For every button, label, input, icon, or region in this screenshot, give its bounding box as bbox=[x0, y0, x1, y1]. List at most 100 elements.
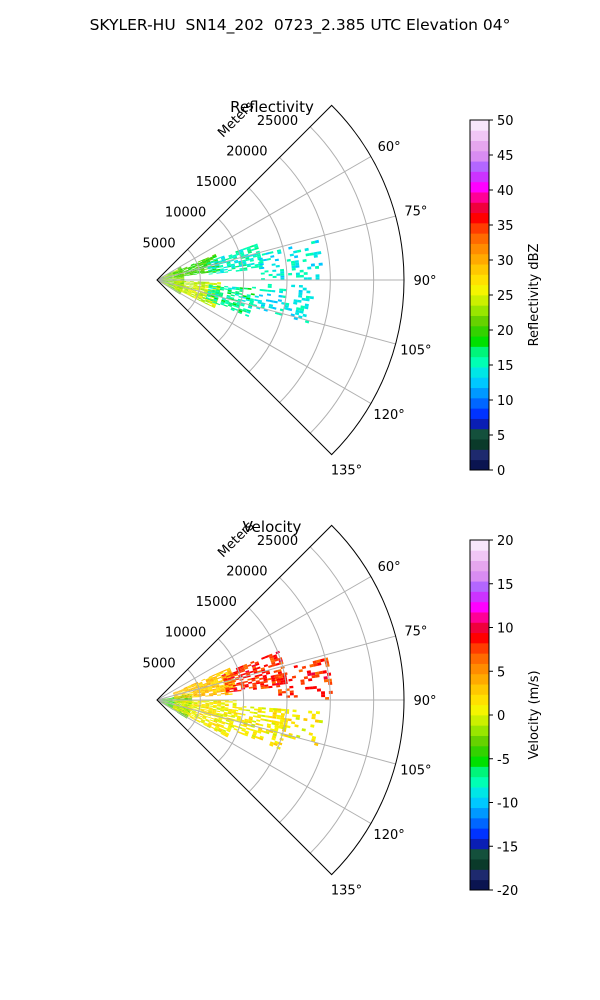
radar-gate bbox=[218, 294, 223, 297]
radar-gate bbox=[233, 688, 238, 691]
radar-gate bbox=[168, 701, 173, 703]
radar-gate bbox=[213, 283, 218, 286]
radar-gate bbox=[220, 303, 225, 306]
radar-gate bbox=[313, 251, 318, 256]
radar-gate bbox=[181, 271, 185, 274]
radar-gate bbox=[201, 299, 206, 302]
radar-gate bbox=[217, 676, 222, 680]
radar-gate bbox=[236, 683, 241, 686]
radar-gate bbox=[173, 271, 177, 274]
radar-gate bbox=[273, 710, 278, 713]
radar-gate bbox=[174, 288, 178, 291]
radar-gate bbox=[214, 259, 218, 262]
radar-gate bbox=[183, 291, 188, 294]
radar-gate bbox=[225, 719, 230, 723]
radar-gate bbox=[174, 275, 178, 277]
radar-gate bbox=[213, 297, 218, 300]
radar-gate bbox=[190, 683, 195, 686]
radar-gate bbox=[177, 290, 182, 293]
radar-gate bbox=[189, 281, 194, 283]
radar-gate bbox=[210, 296, 215, 299]
radar-gate bbox=[172, 281, 177, 283]
radar-gate bbox=[197, 260, 202, 263]
radar-gate bbox=[172, 701, 177, 703]
radar-gate bbox=[263, 678, 268, 682]
radar-gate bbox=[259, 261, 264, 264]
radar-gate bbox=[272, 654, 278, 658]
colorbar-segment bbox=[470, 642, 489, 654]
radar-gate bbox=[177, 695, 182, 697]
radar-gate bbox=[189, 271, 193, 273]
radar-gate bbox=[206, 681, 211, 684]
radar-gate bbox=[174, 288, 178, 291]
radar-gate bbox=[206, 682, 211, 685]
colorbar-segment bbox=[470, 704, 489, 716]
radar-gate bbox=[249, 670, 254, 674]
radar-gate bbox=[213, 299, 218, 302]
radar-gate bbox=[179, 290, 184, 293]
radar-gate bbox=[180, 268, 184, 271]
radar-gate bbox=[247, 306, 252, 309]
radar-gate bbox=[237, 689, 242, 692]
radar-gate bbox=[202, 716, 207, 719]
radar-gate bbox=[178, 282, 182, 284]
radar-gate bbox=[187, 711, 192, 714]
radar-gate bbox=[297, 299, 302, 303]
radar-gate bbox=[173, 286, 177, 288]
radar-gate bbox=[212, 256, 217, 259]
radar-gate bbox=[174, 275, 178, 277]
radar-gate bbox=[197, 717, 202, 720]
radar-gate bbox=[213, 729, 218, 732]
radar-gate bbox=[213, 677, 218, 680]
radar-gate bbox=[186, 701, 190, 702]
range-tick-label: 20000 bbox=[226, 144, 267, 159]
radar-gate bbox=[178, 701, 182, 703]
radar-gate bbox=[193, 701, 198, 703]
radar-gate bbox=[211, 290, 216, 293]
radar-gate bbox=[269, 299, 274, 303]
radar-gate bbox=[246, 709, 251, 712]
radar-gate bbox=[167, 274, 172, 276]
colorbar-segment bbox=[470, 838, 489, 850]
radar-gate bbox=[164, 698, 169, 699]
radar-gate bbox=[167, 704, 172, 707]
radar-gate bbox=[303, 277, 308, 280]
radar-gate bbox=[240, 304, 245, 307]
radar-gate bbox=[317, 662, 322, 666]
radar-gate bbox=[167, 704, 172, 706]
radar-gate bbox=[201, 703, 206, 706]
radar-gate bbox=[223, 288, 228, 290]
radar-gate bbox=[271, 720, 276, 723]
radar-gate bbox=[164, 276, 169, 278]
radar-gate bbox=[187, 712, 191, 715]
radar-gate bbox=[189, 281, 194, 282]
colorbar-tick-label: 35 bbox=[497, 219, 514, 234]
radar-gate bbox=[170, 271, 175, 274]
radar-gate bbox=[205, 281, 210, 283]
radar-gate bbox=[232, 702, 237, 705]
radar-gate bbox=[241, 669, 246, 673]
radar-gate bbox=[186, 713, 191, 716]
radar-gate bbox=[226, 263, 231, 266]
radar-gate bbox=[180, 708, 185, 711]
radar-gate bbox=[193, 703, 198, 705]
radar-gate bbox=[248, 716, 253, 719]
radar-gate bbox=[172, 702, 177, 704]
colorbar-segment bbox=[470, 202, 489, 214]
radar-gate bbox=[295, 262, 300, 266]
radar-gate bbox=[285, 302, 290, 306]
radar-gate bbox=[210, 726, 215, 730]
radar-gate bbox=[278, 673, 283, 677]
radar-gate bbox=[285, 709, 290, 712]
radar-gate bbox=[181, 704, 186, 706]
radar-gate bbox=[186, 281, 190, 283]
radar-gate bbox=[245, 257, 250, 260]
radar-gate bbox=[221, 259, 226, 262]
radar-gate bbox=[204, 688, 209, 690]
radar-gate bbox=[160, 278, 165, 280]
radar-gate bbox=[201, 287, 205, 289]
radar-gate bbox=[255, 680, 260, 683]
radar-gate bbox=[233, 714, 238, 717]
radar-gate bbox=[206, 261, 211, 264]
radar-gate bbox=[193, 282, 198, 284]
